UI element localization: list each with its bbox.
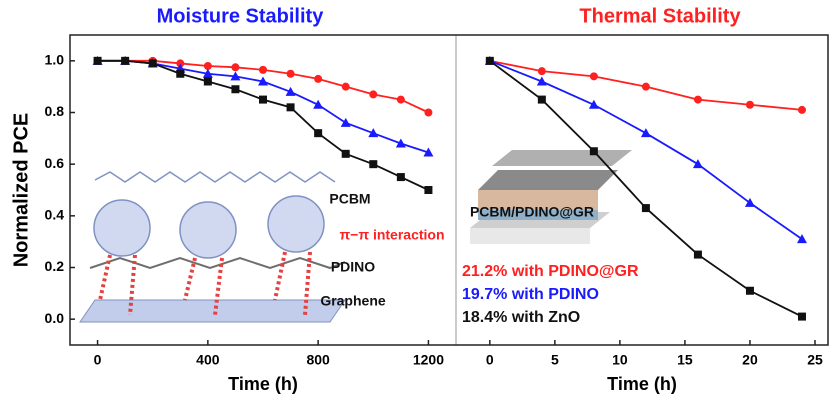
y-tick-label: 1.0 xyxy=(45,52,65,68)
plot-frame xyxy=(69,34,829,346)
data-point xyxy=(745,286,754,295)
x-tick-label: 800 xyxy=(306,352,330,368)
x-tick-label: 400 xyxy=(196,352,220,368)
data-point xyxy=(396,95,405,104)
data-point xyxy=(693,95,702,104)
data-point xyxy=(148,59,157,68)
x-tick-label: 20 xyxy=(742,352,758,368)
data-point xyxy=(796,234,807,244)
data-point xyxy=(202,68,213,78)
data-point xyxy=(314,74,323,83)
x-tick-label: 10 xyxy=(612,352,628,368)
data-point xyxy=(369,90,378,99)
data-point xyxy=(368,128,379,138)
data-point xyxy=(692,159,703,169)
molecule-illustration xyxy=(79,171,346,323)
x-axis-label: Time (h) xyxy=(228,374,298,394)
data-point xyxy=(341,149,350,158)
legend-entry: 21.2% with PDINO@GR xyxy=(462,263,639,280)
data-point xyxy=(693,250,702,259)
data-point xyxy=(313,99,324,109)
data-point xyxy=(258,76,268,86)
data-point xyxy=(93,56,102,65)
data-point xyxy=(537,95,546,104)
y-tick-label: 0.8 xyxy=(45,103,65,119)
x-tick-label: 0 xyxy=(94,352,102,368)
x-tick-label: 0 xyxy=(486,352,494,368)
data-point xyxy=(536,76,547,86)
data-point xyxy=(203,77,212,86)
data-point xyxy=(589,72,598,81)
data-point xyxy=(640,128,651,138)
data-point xyxy=(176,59,185,68)
annotation: PCBM xyxy=(329,191,370,207)
data-point xyxy=(341,82,350,91)
data-point xyxy=(286,69,295,78)
data-point xyxy=(285,86,296,96)
x-axis-label: Time (h) xyxy=(607,374,677,394)
data-point xyxy=(537,67,546,76)
data-point xyxy=(423,147,434,157)
data-point xyxy=(286,103,295,112)
data-point xyxy=(340,117,351,127)
x-tick-label: 15 xyxy=(677,352,693,368)
data-point xyxy=(369,160,378,169)
annotation: π−π interaction xyxy=(339,227,444,243)
legend-entry: 19.7% with PDINO xyxy=(462,286,599,303)
annotation: PDINO xyxy=(331,259,375,275)
data-point xyxy=(203,62,212,70)
data-point xyxy=(259,65,267,74)
data-point xyxy=(395,138,406,148)
data-point xyxy=(231,63,240,72)
data-point xyxy=(424,108,433,117)
data-point xyxy=(259,95,267,104)
data-point xyxy=(745,100,754,109)
data-point xyxy=(231,85,240,94)
y-tick-label: 0.0 xyxy=(45,310,65,326)
chart-title: Thermal Stability xyxy=(579,5,741,27)
chart-title: Moisture Stability xyxy=(157,5,325,27)
legend-entry: 18.4% with ZnO xyxy=(462,309,580,326)
y-tick-label: 0.2 xyxy=(45,258,65,274)
annotation: PCBM/PDINO@GR xyxy=(470,204,594,220)
x-tick-label: 25 xyxy=(807,352,823,368)
data-point xyxy=(424,186,433,194)
y-tick-label: 0.6 xyxy=(45,155,65,171)
data-point xyxy=(396,173,405,182)
y-axis-label: Normalized PCE xyxy=(10,113,32,267)
device-illustration xyxy=(470,150,632,244)
y-tick-label: 0.4 xyxy=(45,207,65,223)
x-tick-label: 1200 xyxy=(413,352,444,368)
data-point xyxy=(797,312,806,321)
x-tick-label: 5 xyxy=(551,352,559,368)
data-point xyxy=(588,99,599,109)
data-point xyxy=(641,204,650,213)
data-point xyxy=(641,82,650,91)
data-point xyxy=(744,197,755,207)
data-point xyxy=(314,129,323,138)
data-point xyxy=(589,147,598,156)
data-point xyxy=(230,71,241,81)
annotation: Graphene xyxy=(320,293,386,309)
data-point xyxy=(485,56,494,65)
data-point xyxy=(121,56,130,65)
data-point xyxy=(176,69,185,78)
data-point xyxy=(797,105,806,114)
